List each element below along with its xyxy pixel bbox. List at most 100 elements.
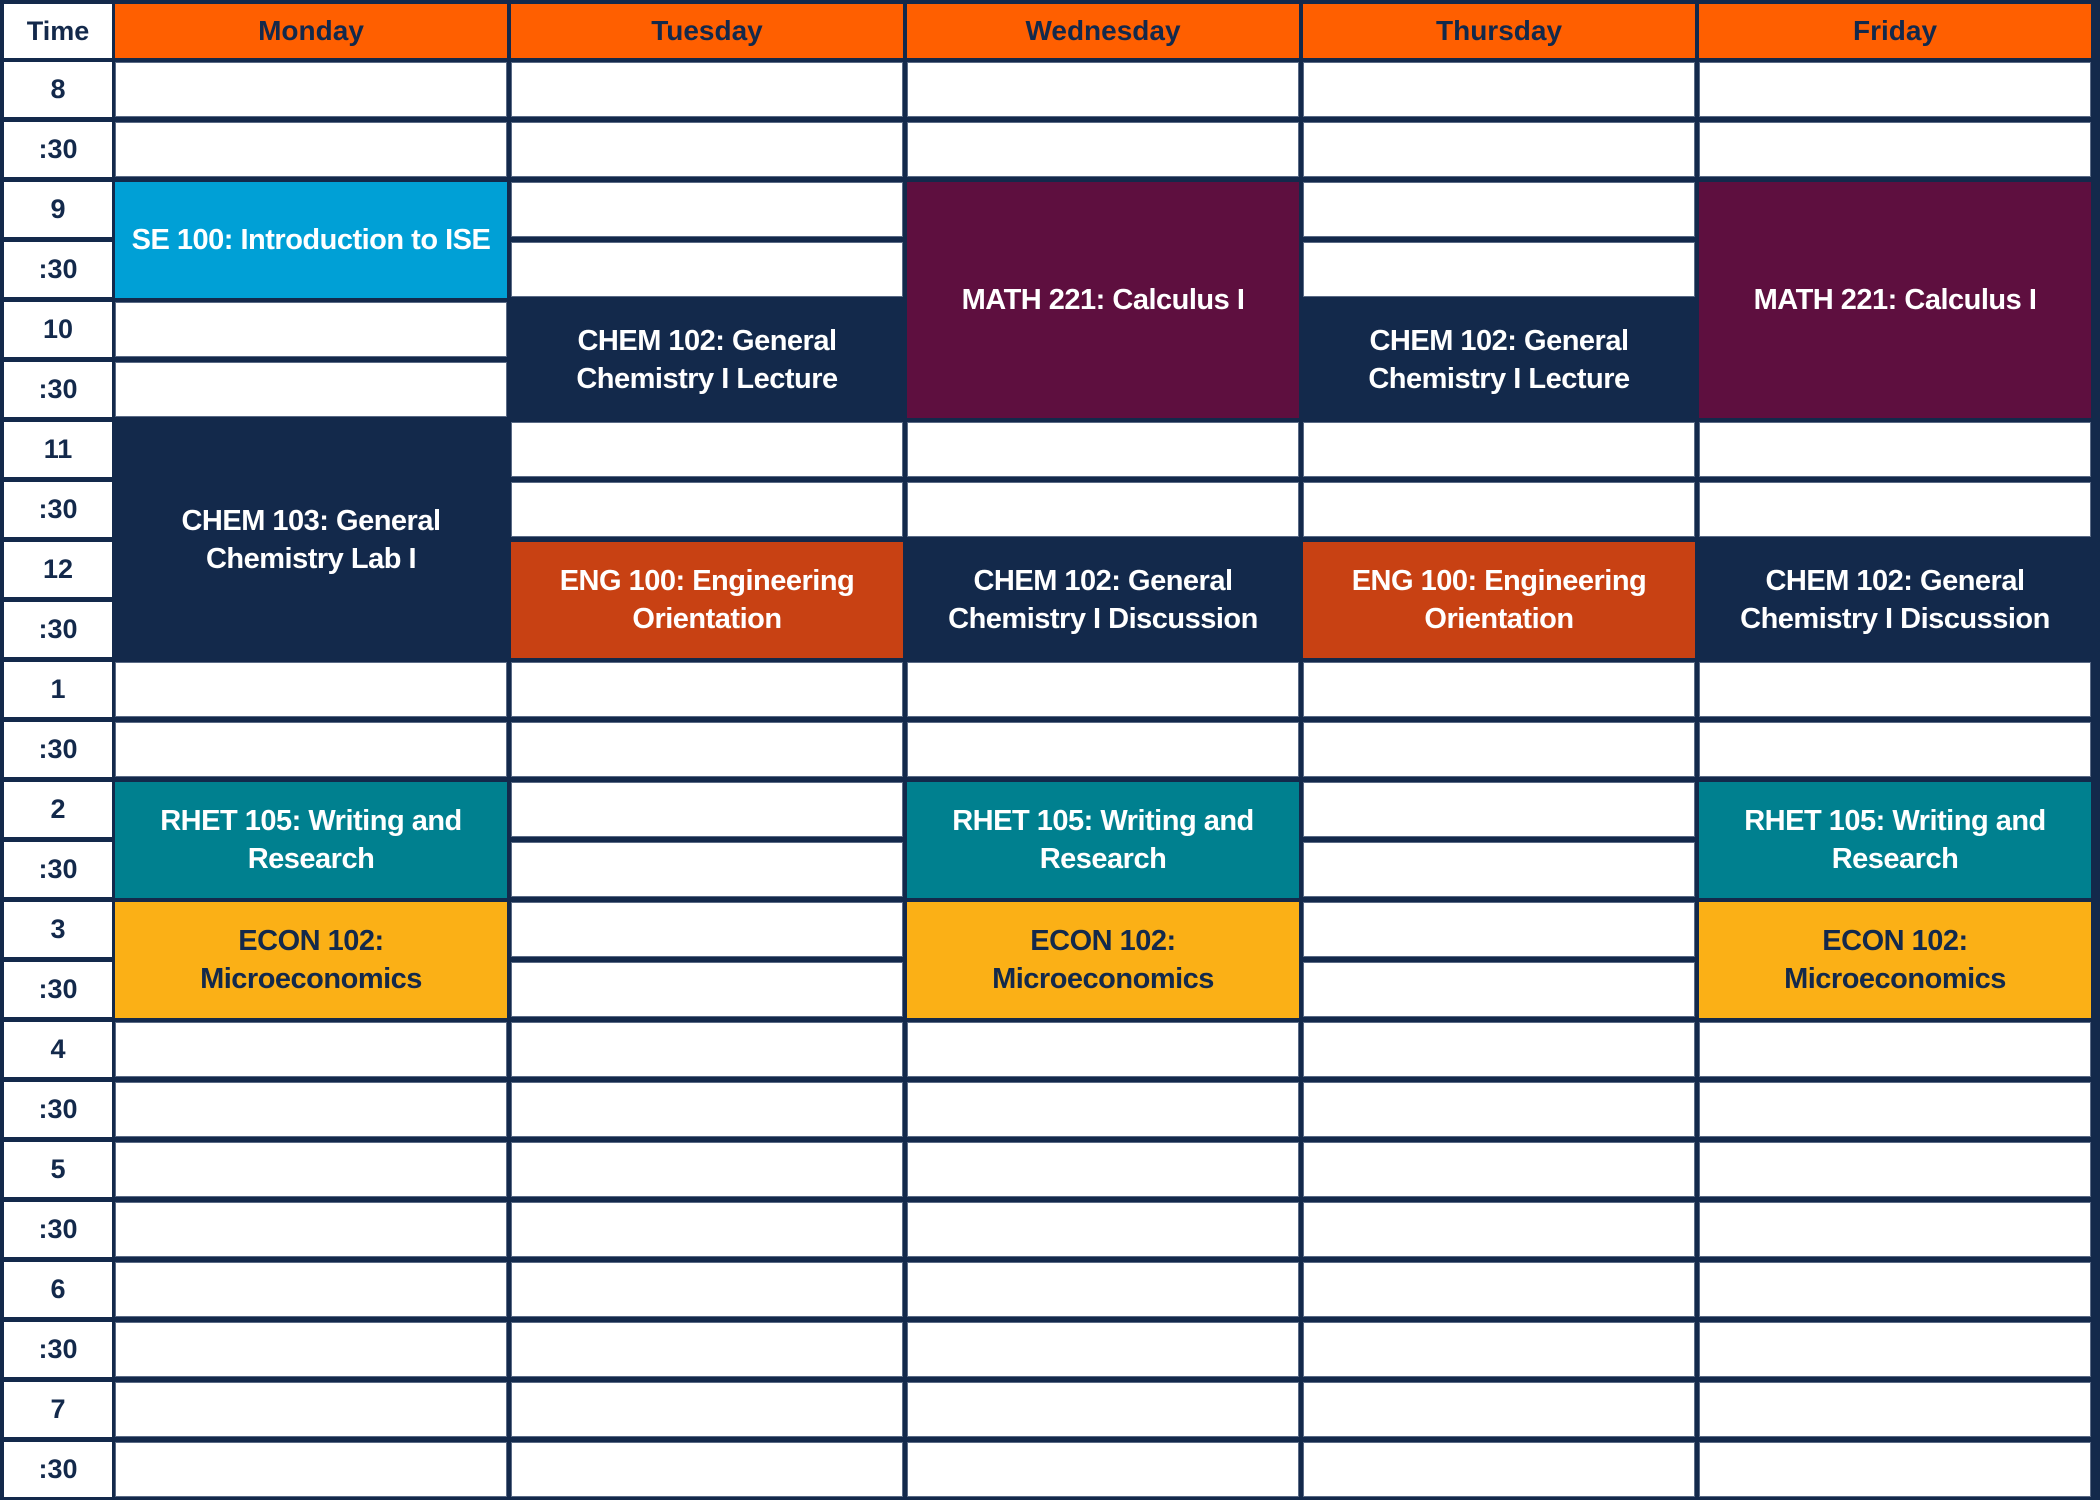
class-event[interactable]: MATH 221: Calculus I <box>1699 182 2091 418</box>
empty-time-slot[interactable] <box>1303 662 1695 717</box>
empty-time-slot[interactable] <box>115 362 507 417</box>
class-event[interactable]: ECON 102: Microeconomics <box>907 902 1299 1018</box>
empty-time-slot[interactable] <box>115 122 507 177</box>
empty-time-slot[interactable] <box>1303 242 1695 297</box>
empty-time-slot[interactable] <box>511 62 903 117</box>
empty-time-slot[interactable] <box>511 842 903 897</box>
class-event[interactable]: CHEM 103: General Chemistry Lab I <box>115 422 507 658</box>
class-event[interactable]: RHET 105: Writing and Research <box>115 782 507 898</box>
empty-time-slot[interactable] <box>907 482 1299 537</box>
time-label: 7 <box>4 1382 112 1437</box>
empty-time-slot[interactable] <box>1699 1202 2091 1257</box>
class-event[interactable]: SE 100: Introduction to ISE <box>115 182 507 298</box>
empty-time-slot[interactable] <box>115 1202 507 1257</box>
class-event[interactable]: CHEM 102: General Chemistry I Discussion <box>907 542 1299 658</box>
empty-time-slot[interactable] <box>1303 902 1695 957</box>
empty-time-slot[interactable] <box>511 1142 903 1197</box>
empty-time-slot[interactable] <box>1303 122 1695 177</box>
empty-time-slot[interactable] <box>511 1382 903 1437</box>
empty-time-slot[interactable] <box>115 1262 507 1317</box>
empty-time-slot[interactable] <box>115 662 507 717</box>
empty-time-slot[interactable] <box>1699 122 2091 177</box>
class-event[interactable]: ENG 100: Engineering Orientation <box>1303 542 1695 658</box>
empty-time-slot[interactable] <box>511 122 903 177</box>
empty-time-slot[interactable] <box>511 1202 903 1257</box>
time-label: :30 <box>4 1442 112 1497</box>
empty-time-slot[interactable] <box>115 302 507 357</box>
empty-time-slot[interactable] <box>1699 1082 2091 1137</box>
empty-time-slot[interactable] <box>511 1442 903 1497</box>
empty-time-slot[interactable] <box>907 1442 1299 1497</box>
empty-time-slot[interactable] <box>511 182 903 237</box>
empty-time-slot[interactable] <box>115 62 507 117</box>
empty-time-slot[interactable] <box>1303 722 1695 777</box>
empty-time-slot[interactable] <box>511 722 903 777</box>
empty-time-slot[interactable] <box>1303 422 1695 477</box>
empty-time-slot[interactable] <box>511 962 903 1017</box>
empty-time-slot[interactable] <box>907 1082 1299 1137</box>
empty-time-slot[interactable] <box>511 1022 903 1077</box>
empty-time-slot[interactable] <box>511 782 903 837</box>
empty-time-slot[interactable] <box>1699 1442 2091 1497</box>
empty-time-slot[interactable] <box>511 242 903 297</box>
empty-time-slot[interactable] <box>115 1442 507 1497</box>
empty-time-slot[interactable] <box>1303 1202 1695 1257</box>
empty-time-slot[interactable] <box>1699 1322 2091 1377</box>
empty-time-slot[interactable] <box>1699 722 2091 777</box>
empty-time-slot[interactable] <box>907 62 1299 117</box>
empty-time-slot[interactable] <box>511 422 903 477</box>
empty-time-slot[interactable] <box>907 722 1299 777</box>
class-event[interactable]: CHEM 102: General Chemistry I Lecture <box>511 302 903 418</box>
class-event[interactable]: CHEM 102: General Chemistry I Discussion <box>1699 542 2091 658</box>
empty-time-slot[interactable] <box>1303 1442 1695 1497</box>
empty-time-slot[interactable] <box>1699 1022 2091 1077</box>
empty-time-slot[interactable] <box>511 482 903 537</box>
empty-time-slot[interactable] <box>1303 62 1695 117</box>
empty-time-slot[interactable] <box>115 1082 507 1137</box>
class-event[interactable]: ECON 102: Microeconomics <box>1699 902 2091 1018</box>
empty-time-slot[interactable] <box>1699 62 2091 117</box>
empty-time-slot[interactable] <box>1303 1262 1695 1317</box>
empty-time-slot[interactable] <box>511 1082 903 1137</box>
class-event[interactable]: CHEM 102: General Chemistry I Lecture <box>1303 302 1695 418</box>
empty-time-slot[interactable] <box>907 1202 1299 1257</box>
empty-time-slot[interactable] <box>1699 1382 2091 1437</box>
empty-time-slot[interactable] <box>1303 182 1695 237</box>
empty-time-slot[interactable] <box>115 1142 507 1197</box>
empty-time-slot[interactable] <box>115 1022 507 1077</box>
empty-time-slot[interactable] <box>1303 962 1695 1017</box>
empty-time-slot[interactable] <box>907 662 1299 717</box>
empty-time-slot[interactable] <box>511 902 903 957</box>
empty-time-slot[interactable] <box>907 1022 1299 1077</box>
empty-time-slot[interactable] <box>1303 1322 1695 1377</box>
empty-time-slot[interactable] <box>511 1322 903 1377</box>
empty-time-slot[interactable] <box>907 122 1299 177</box>
empty-time-slot[interactable] <box>511 1262 903 1317</box>
empty-time-slot[interactable] <box>907 1262 1299 1317</box>
empty-time-slot[interactable] <box>1699 662 2091 717</box>
empty-time-slot[interactable] <box>115 1382 507 1437</box>
empty-time-slot[interactable] <box>1303 1022 1695 1077</box>
class-event[interactable]: RHET 105: Writing and Research <box>1699 782 2091 898</box>
empty-time-slot[interactable] <box>1303 1142 1695 1197</box>
empty-time-slot[interactable] <box>1699 1262 2091 1317</box>
empty-time-slot[interactable] <box>1699 1142 2091 1197</box>
empty-time-slot[interactable] <box>1303 842 1695 897</box>
empty-time-slot[interactable] <box>907 1382 1299 1437</box>
empty-time-slot[interactable] <box>1699 482 2091 537</box>
empty-time-slot[interactable] <box>1303 782 1695 837</box>
empty-time-slot[interactable] <box>1303 482 1695 537</box>
empty-time-slot[interactable] <box>511 662 903 717</box>
empty-time-slot[interactable] <box>115 1322 507 1377</box>
empty-time-slot[interactable] <box>115 722 507 777</box>
empty-time-slot[interactable] <box>1699 422 2091 477</box>
empty-time-slot[interactable] <box>907 1142 1299 1197</box>
class-event[interactable]: MATH 221: Calculus I <box>907 182 1299 418</box>
empty-time-slot[interactable] <box>1303 1382 1695 1437</box>
class-event[interactable]: RHET 105: Writing and Research <box>907 782 1299 898</box>
class-event[interactable]: ENG 100: Engineering Orientation <box>511 542 903 658</box>
empty-time-slot[interactable] <box>907 422 1299 477</box>
empty-time-slot[interactable] <box>1303 1082 1695 1137</box>
empty-time-slot[interactable] <box>907 1322 1299 1377</box>
class-event[interactable]: ECON 102: Microeconomics <box>115 902 507 1018</box>
